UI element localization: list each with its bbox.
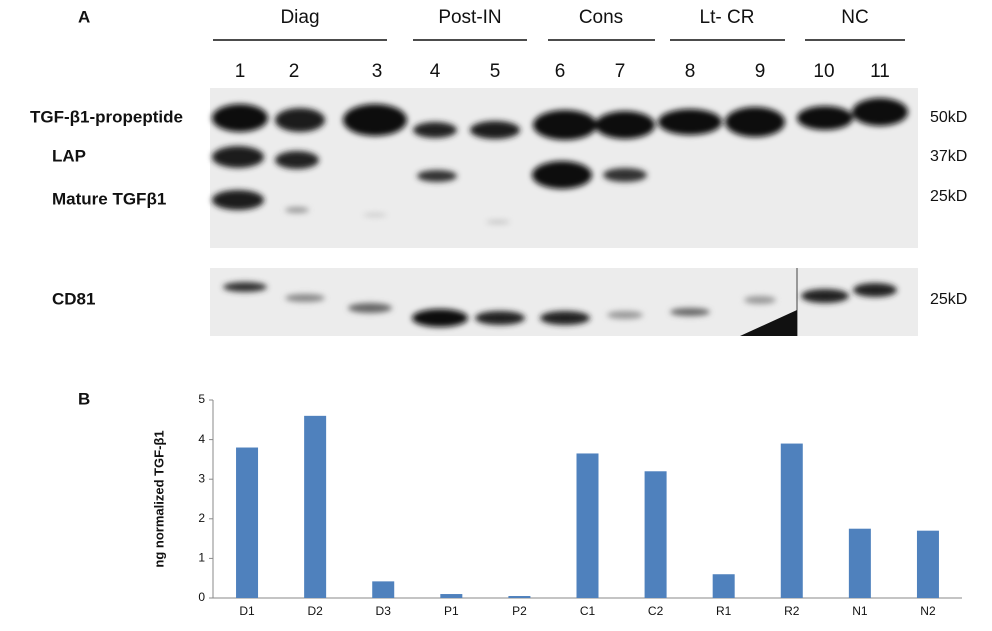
x-tick-label: C2	[648, 604, 664, 618]
size-label: 37kD	[930, 148, 967, 165]
group-headers: Diag Post-IN Cons Lt- CR NC	[213, 7, 905, 41]
group-label: Lt- CR	[700, 7, 755, 28]
y-tick-label: 0	[198, 590, 205, 604]
row-labels: TGF-β1-propeptide LAP Mature TGFβ1 CD81	[30, 107, 183, 308]
row-label: Mature TGFβ1	[52, 189, 166, 208]
bar	[780, 443, 803, 598]
bands	[212, 98, 908, 327]
lane-number: 5	[490, 61, 501, 82]
gel-bottom	[210, 268, 918, 336]
bar	[236, 447, 259, 598]
lane-number: 3	[372, 61, 383, 82]
x-tick-label: R2	[784, 604, 800, 618]
lane-number: 8	[685, 61, 696, 82]
lane-number: 10	[813, 61, 834, 82]
bar	[712, 574, 735, 598]
y-tick-label: 1	[198, 551, 205, 565]
bar	[304, 415, 327, 598]
bar	[644, 471, 667, 598]
y-tick-label: 5	[198, 392, 205, 406]
size-labels: 50kD 37kD 25kD 25kD	[930, 109, 967, 308]
bar	[440, 594, 463, 598]
lane-number: 7	[615, 61, 626, 82]
row-label: TGF-β1-propeptide	[30, 107, 183, 126]
group-label: Cons	[579, 7, 623, 28]
x-tick-label: P1	[444, 604, 459, 618]
x-tick-label: D1	[239, 604, 255, 618]
lane-number: 9	[755, 61, 766, 82]
group-label: Post-IN	[438, 7, 501, 28]
group-label: NC	[841, 7, 868, 28]
lane-numbers: 1 2 3 4 5 6 7 8 9 10 11	[235, 61, 890, 82]
x-tick-label: R1	[716, 604, 732, 618]
x-tick-label: D3	[376, 604, 392, 618]
x-tick-label: P2	[512, 604, 527, 618]
group-label: Diag	[280, 7, 319, 28]
x-tick-label: N1	[852, 604, 868, 618]
x-tick-label: N2	[920, 604, 936, 618]
bar	[916, 530, 939, 598]
row-label: LAP	[52, 146, 86, 165]
gel-artifact	[740, 310, 797, 336]
size-label: 25kD	[930, 188, 967, 205]
size-label: 25kD	[930, 291, 967, 308]
size-label: 50kD	[930, 109, 967, 126]
x-tick-label: D2	[307, 604, 323, 618]
bar	[576, 453, 599, 598]
y-tick-label: 2	[198, 511, 205, 525]
y-axis-label: ng normalized TGF-β1	[151, 430, 166, 567]
panel-label: B	[78, 389, 90, 408]
x-tick-label: C1	[580, 604, 596, 618]
panel-label: A	[78, 7, 90, 26]
row-label: CD81	[52, 289, 95, 308]
lane-number: 1	[235, 61, 246, 82]
y-tick-label: 3	[198, 471, 205, 485]
lane-number: 2	[289, 61, 300, 82]
y-tick-label: 4	[198, 432, 205, 446]
bar	[848, 528, 871, 598]
lane-number: 6	[555, 61, 566, 82]
bar	[508, 596, 531, 598]
bar	[372, 581, 395, 598]
lane-number: 11	[870, 61, 890, 82]
lane-number: 4	[430, 61, 441, 82]
